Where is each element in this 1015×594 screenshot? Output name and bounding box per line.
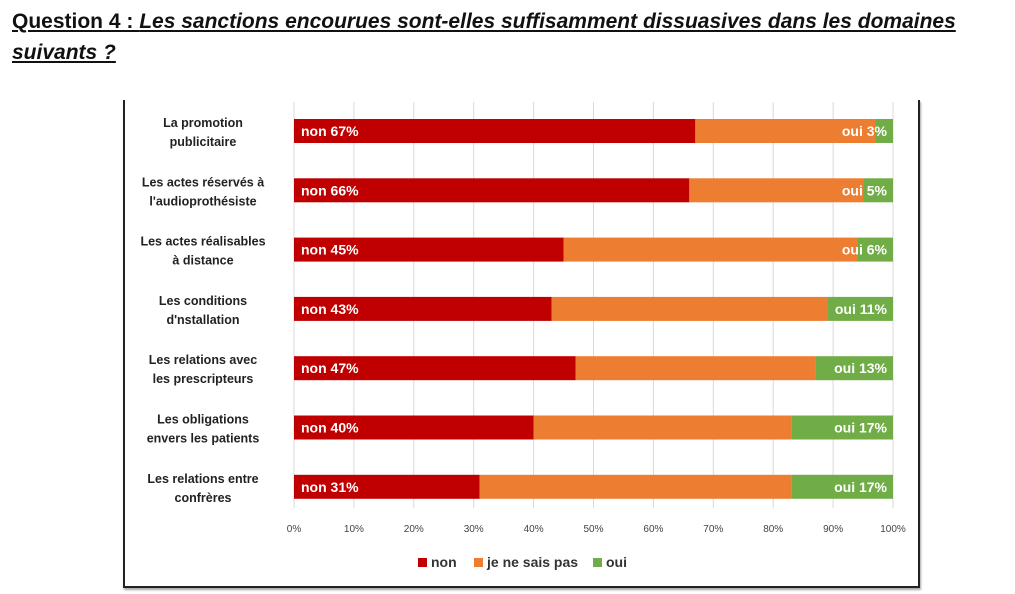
category-label: d'nstallation	[166, 313, 239, 327]
data-label: oui 6%	[842, 242, 888, 258]
legend-label: je ne sais pas	[486, 554, 578, 570]
x-tick-label: 60%	[643, 524, 663, 535]
legend-swatch	[474, 558, 483, 567]
category-label: Les obligations	[157, 413, 249, 427]
bar-segment	[791, 474, 893, 499]
bar-segment	[827, 296, 893, 321]
question-text: Les sanctions encourues sont-elles suffi…	[12, 10, 956, 64]
x-tick-label: 50%	[583, 524, 603, 535]
x-tick-label: 30%	[464, 524, 484, 535]
category-label: Les relations entre	[147, 472, 258, 486]
bar-segment	[815, 356, 893, 381]
category-label: confrères	[175, 491, 232, 505]
data-label: oui 17%	[834, 479, 887, 495]
data-label: non 31%	[301, 479, 359, 495]
data-label: non 40%	[301, 420, 359, 436]
bar-segment	[863, 178, 893, 203]
question-label: Question 4 :	[12, 10, 140, 33]
data-label: oui 3%	[842, 123, 888, 139]
bar-segment	[479, 474, 792, 499]
x-tick-label: 40%	[524, 524, 544, 535]
bar-segment	[294, 474, 480, 499]
bar-segment	[294, 119, 696, 143]
category-label: Les relations avec	[149, 353, 257, 367]
bar-segment	[533, 415, 792, 440]
bar-segment	[875, 119, 893, 143]
data-label: non 45%	[301, 242, 359, 258]
bar-segment	[294, 178, 690, 203]
data-label: non 43%	[301, 301, 359, 317]
bar-segment	[791, 415, 893, 440]
data-label: oui 17%	[834, 420, 887, 436]
bar-segment	[551, 296, 828, 321]
x-tick-label: 20%	[404, 524, 424, 535]
data-label: oui 13%	[834, 360, 887, 376]
bar-segment	[294, 356, 576, 381]
bar-segment	[695, 119, 876, 143]
data-label: oui 11%	[835, 301, 888, 317]
x-tick-label: 70%	[703, 524, 723, 535]
x-tick-label: 10%	[344, 524, 364, 535]
data-label: non 47%	[301, 360, 359, 376]
chart-frame	[123, 100, 920, 588]
category-label: publicitaire	[170, 135, 237, 149]
data-label: non 66%	[301, 182, 359, 198]
category-label: Les conditions	[159, 294, 247, 308]
bar-segment	[294, 415, 534, 440]
bar-segment	[563, 237, 858, 262]
x-tick-label: 80%	[763, 524, 783, 535]
category-label: Les actes réservés à	[142, 175, 264, 189]
category-label: à distance	[172, 254, 233, 268]
legend-label: non	[431, 554, 457, 570]
legend-label: oui	[606, 554, 627, 570]
data-label: non 67%	[301, 123, 359, 139]
x-tick-label: 0%	[287, 524, 302, 535]
category-label: Les actes réalisables	[140, 235, 265, 249]
legend-swatch	[418, 558, 427, 567]
data-label: oui 5%	[842, 182, 888, 198]
bar-segment	[294, 237, 564, 262]
bar-segment	[857, 237, 893, 262]
category-label: les prescripteurs	[153, 372, 254, 386]
x-tick-label: 100%	[880, 524, 906, 535]
x-tick-label: 90%	[823, 524, 843, 535]
category-label: envers les patients	[147, 432, 260, 446]
question-heading: Question 4 : Les sanctions encourues son…	[12, 6, 1002, 68]
bar-segment	[689, 178, 864, 203]
category-label: La promotion	[163, 116, 243, 130]
bar-segment	[575, 356, 816, 381]
bar-segment	[294, 296, 552, 321]
legend-swatch	[593, 558, 602, 567]
category-label: l'audioprothésiste	[149, 194, 256, 208]
